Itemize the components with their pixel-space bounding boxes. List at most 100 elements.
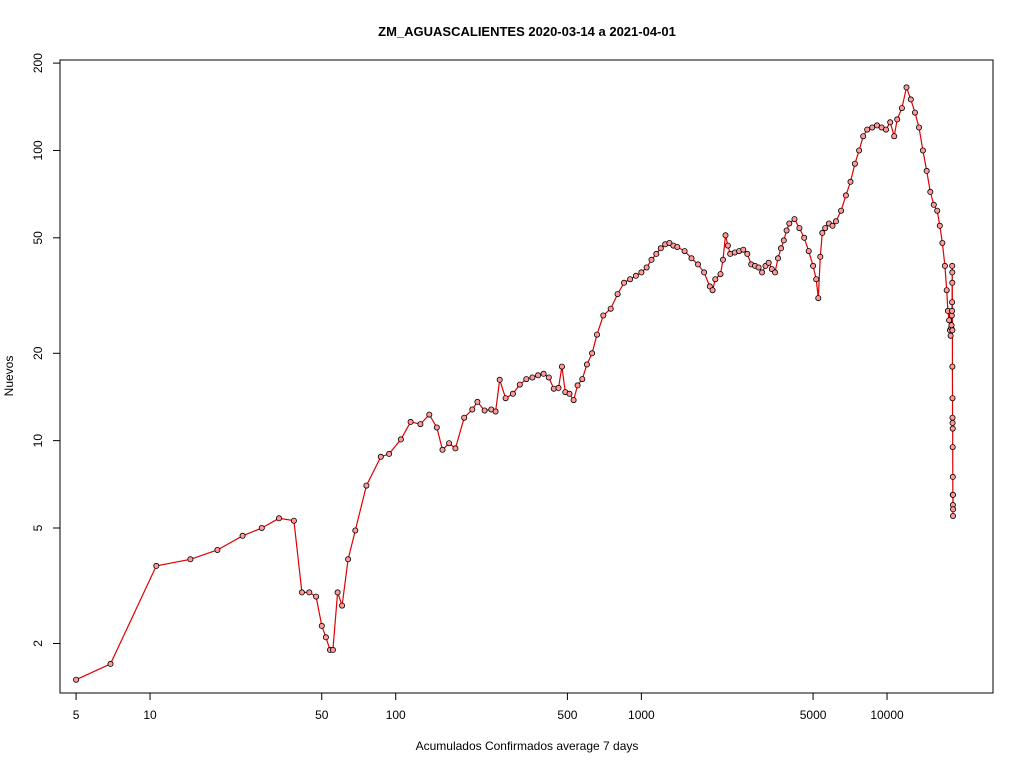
data-point [688, 255, 695, 262]
data-point [930, 201, 937, 208]
data-point [313, 593, 320, 600]
data-point [712, 276, 719, 283]
x-tick-label: 10000 [870, 708, 904, 722]
data-point [948, 322, 955, 329]
x-axis: 5 10 50 100 500 1000 5000 10000 [73, 692, 904, 722]
data-point [621, 279, 628, 286]
y-tick-label: 50 [31, 231, 45, 245]
data-point [772, 269, 779, 276]
data-point [643, 264, 650, 271]
data-point [594, 331, 601, 338]
data-point [614, 291, 621, 298]
data-point [949, 425, 956, 432]
data-point [555, 384, 562, 391]
data-point [709, 287, 716, 294]
data-point [653, 250, 660, 257]
data-point [947, 332, 954, 339]
data-point [883, 126, 890, 133]
data-point [856, 147, 863, 154]
data-point [759, 269, 766, 276]
data-point [950, 513, 957, 520]
data-point [817, 253, 824, 260]
data-point [657, 245, 664, 252]
y-tick-label: 20 [31, 346, 45, 360]
data-point [583, 361, 590, 368]
data-point [949, 444, 956, 451]
x-tick-label: 50 [315, 708, 329, 722]
plot-area [73, 84, 957, 683]
data-point [73, 676, 80, 683]
data-point [819, 229, 826, 236]
data-point [275, 515, 282, 522]
y-tick-label: 200 [31, 53, 45, 73]
data-point [949, 395, 956, 402]
data-point [290, 517, 297, 524]
data-point [755, 264, 762, 271]
data-point [919, 147, 926, 154]
data-point [674, 243, 681, 250]
data-point [949, 419, 956, 426]
data-point [322, 634, 329, 641]
data-point [452, 445, 459, 452]
data-point [334, 589, 341, 596]
data-point [934, 207, 941, 214]
data-point [329, 646, 336, 653]
data-point [842, 192, 849, 199]
data-point [939, 239, 946, 246]
data-point [258, 525, 265, 532]
data-point [695, 261, 702, 268]
data-point [377, 453, 384, 460]
data-point [481, 407, 488, 414]
y-tick-label: 2 [31, 640, 45, 647]
data-point [815, 295, 822, 302]
data-point [461, 414, 468, 421]
data-point [949, 269, 956, 276]
y-axis: 2 5 10 20 50 100 200 [31, 53, 61, 647]
x-tick-label: 10 [143, 708, 157, 722]
data-point [433, 424, 440, 431]
data-point [306, 589, 313, 596]
data-point [469, 406, 476, 413]
data-point [648, 256, 655, 263]
data-point [717, 271, 724, 278]
data-point [805, 248, 812, 255]
data-point [891, 133, 898, 140]
data-point [949, 473, 956, 480]
data-point [600, 312, 607, 319]
x-tick-label: 5 [73, 708, 80, 722]
data-point [214, 547, 221, 554]
data-point [339, 602, 346, 609]
data-point [239, 532, 246, 539]
data-point [949, 363, 956, 370]
data-point [153, 562, 160, 569]
data-point [950, 491, 957, 498]
data-point [345, 556, 352, 563]
data-point [950, 506, 957, 513]
data-point [579, 376, 586, 383]
x-tick-label: 500 [557, 708, 577, 722]
data-point [607, 305, 614, 312]
data-point [701, 269, 708, 276]
data-point [936, 222, 943, 229]
data-point [352, 527, 359, 534]
y-tick-label: 10 [31, 434, 45, 448]
data-point [492, 408, 499, 415]
data-point [417, 421, 424, 428]
data-point [765, 259, 772, 266]
data-point [509, 390, 516, 397]
data-point [860, 133, 867, 140]
data-point [589, 350, 596, 357]
data-point [916, 124, 923, 131]
data-point [187, 556, 194, 563]
data-point [778, 245, 785, 252]
data-point [822, 225, 829, 232]
data-point [949, 414, 956, 421]
data-point [791, 216, 798, 223]
data-point [887, 119, 894, 126]
x-tick-label: 100 [386, 708, 406, 722]
data-point [558, 363, 565, 370]
data-point [638, 269, 645, 276]
data-point [426, 411, 433, 418]
data-point [796, 225, 803, 232]
